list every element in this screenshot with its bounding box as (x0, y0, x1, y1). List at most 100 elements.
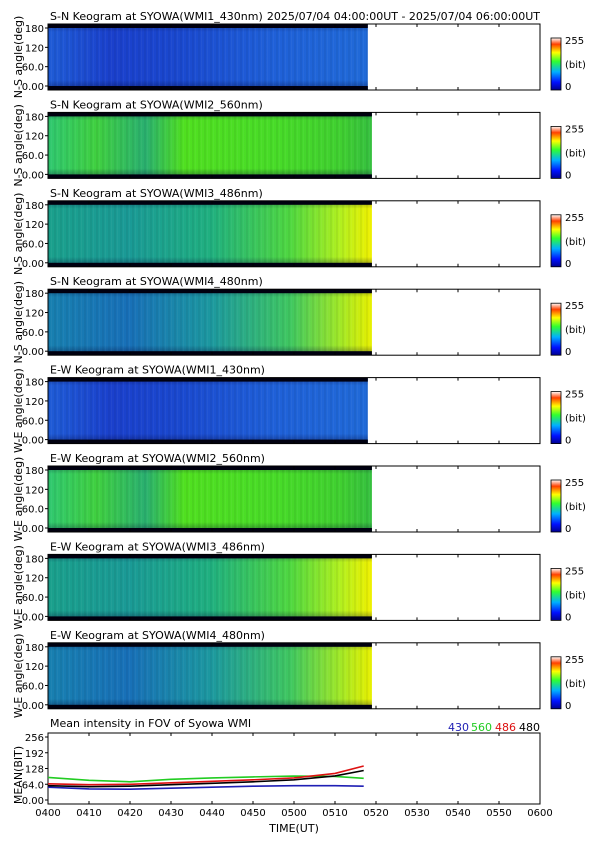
x-tick-label: 0410 (76, 808, 101, 819)
y-tick-label: 0.00 (22, 347, 44, 358)
x-tick-label: 0500 (281, 808, 306, 819)
mean-plot-frame (47, 732, 541, 805)
mean-y-label: MEAN(BIT) (12, 746, 25, 804)
keogram-panel: S-N Keogram at SYOWA(WMI3_486nm) 180 120 60… (12, 187, 586, 275)
keogram-panels: S-N Keogram at SYOWA(WMI1_430nm) 180 120 60… (12, 10, 586, 718)
keogram-y-label: N-S angle(deg) (12, 193, 25, 276)
colorbar-min-label: 0 (565, 436, 571, 447)
colorbar-min-label: 0 (565, 170, 571, 181)
keogram-horizon-band (48, 86, 368, 90)
y-tick-label: 0.00 (22, 170, 44, 181)
y-tick-label: 120 (25, 485, 44, 496)
colorbar-max-label: 255 (565, 301, 584, 312)
keogram-horizon-band (48, 616, 372, 621)
mean-y-tick-label: 128 (25, 765, 44, 776)
keogram-texture (48, 200, 372, 267)
colorbar-max-label: 255 (565, 655, 584, 666)
colorbar (550, 214, 562, 268)
x-tick-label: 0440 (199, 808, 224, 819)
keogram-texture (48, 466, 372, 532)
colorbar (550, 391, 562, 445)
y-tick-label: 180 (25, 643, 44, 654)
colorbar-unit-label: (bit) (565, 502, 586, 513)
keogram-panel: E-W Keogram at SYOWA(WMI2_560nm) 180 120 60… (12, 452, 586, 541)
y-tick-label: 60.0 (22, 151, 44, 162)
keogram-horizon-band (48, 554, 372, 559)
y-tick-label: 120 (25, 309, 44, 320)
colorbar-max-label: 255 (565, 36, 584, 47)
y-tick-label: 60.0 (22, 239, 44, 250)
series-line-430 (47, 784, 364, 791)
keogram-title: E-W Keogram at SYOWA(WMI2_560nm) (50, 452, 265, 465)
y-tick-label: 0.00 (22, 701, 44, 712)
keogram-y-label: W-E angle(deg) (12, 545, 25, 630)
keogram-horizon-band (48, 528, 372, 532)
y-tick-label: 120 (25, 574, 44, 585)
colorbar-min-label: 0 (565, 259, 571, 270)
y-tick-label: 120 (25, 132, 44, 143)
y-tick-label: 0.00 (22, 524, 44, 535)
mean-intensity-panel: Mean intensity in FOV of Syowa WMI 430 5… (12, 717, 553, 835)
keogram-horizon-band (48, 642, 372, 647)
colorbar (550, 656, 562, 710)
keogram-texture (48, 377, 368, 444)
colorbar-unit-label: (bit) (565, 325, 586, 336)
keogram-title: S-N Keogram at SYOWA(WMI3_486nm) (50, 187, 263, 200)
y-tick-label: 120 (25, 662, 44, 673)
colorbar-unit-label: (bit) (565, 679, 586, 690)
keogram-title: S-N Keogram at SYOWA(WMI2_560nm) (50, 98, 263, 111)
y-tick-label: 0.00 (22, 612, 44, 623)
colorbar-unit-label: (bit) (565, 237, 586, 248)
legend-label-560: 560 (471, 721, 492, 734)
colorbar-min-label: 0 (565, 82, 571, 93)
keogram-horizon-band (48, 351, 372, 356)
colorbar-min-label: 0 (565, 347, 571, 358)
keogram-panel: E-W Keogram at SYOWA(WMI3_486nm) 180 120 60… (12, 540, 586, 629)
x-tick-label: 0420 (117, 808, 142, 819)
x-axis-label: TIME(UT) (268, 822, 319, 835)
keogram-horizon-band (48, 377, 368, 382)
keogram-panel: S-N Keogram at SYOWA(WMI2_560nm) 180 120 60… (12, 98, 586, 186)
colorbar (550, 302, 562, 356)
colorbar-min-label: 0 (565, 701, 571, 712)
keogram-panel: E-W Keogram at SYOWA(WMI1_430nm) 180 120 60… (12, 364, 586, 453)
colorbar (550, 568, 562, 621)
keogram-y-label: W-E angle(deg) (12, 457, 25, 542)
header-time-range: 2025/07/04 04:00:00UT - 2025/07/04 06:00… (267, 10, 540, 23)
y-tick-label: 60.0 (22, 328, 44, 339)
keogram-y-label: N-S angle(deg) (12, 104, 25, 187)
keogram-y-label: W-E angle(deg) (12, 633, 25, 718)
colorbar-min-label: 0 (565, 524, 571, 535)
keogram-horizon-band (48, 112, 372, 117)
colorbar-unit-label: (bit) (565, 414, 586, 425)
y-tick-label: 180 (25, 24, 44, 35)
colorbar-unit-label: (bit) (565, 148, 586, 159)
colorbar-max-label: 255 (565, 124, 584, 135)
y-tick-label: 180 (25, 466, 44, 477)
legend-label-486: 486 (495, 721, 516, 734)
y-tick-label: 60.0 (22, 63, 44, 74)
keogram-horizon-band (48, 704, 372, 709)
y-tick-label: 60.0 (22, 593, 44, 604)
keogram-y-label: W-E angle(deg) (12, 368, 25, 453)
y-tick-label: 60.0 (22, 681, 44, 692)
series-line-486 (47, 765, 364, 786)
colorbar (550, 479, 562, 533)
y-tick-label: 180 (25, 201, 44, 212)
colorbar-min-label: 0 (565, 612, 571, 623)
y-tick-label: 60.0 (22, 505, 44, 516)
series-line-480 (47, 769, 364, 788)
keogram-horizon-band (48, 24, 368, 28)
x-tick-label: 0520 (363, 808, 388, 819)
keogram-texture (48, 289, 372, 356)
x-tick-label: 0540 (445, 808, 470, 819)
x-tick-label: 0450 (240, 808, 265, 819)
y-tick-label: 180 (25, 554, 44, 565)
y-tick-label: 180 (25, 289, 44, 300)
keogram-title: S-N Keogram at SYOWA(WMI4_480nm) (50, 275, 263, 288)
keogram-title: S-N Keogram at SYOWA(WMI1_430nm) (50, 10, 263, 23)
keogram-title: E-W Keogram at SYOWA(WMI4_480nm) (50, 629, 265, 642)
y-tick-label: 120 (25, 220, 44, 231)
y-tick-label: 120 (25, 397, 44, 408)
